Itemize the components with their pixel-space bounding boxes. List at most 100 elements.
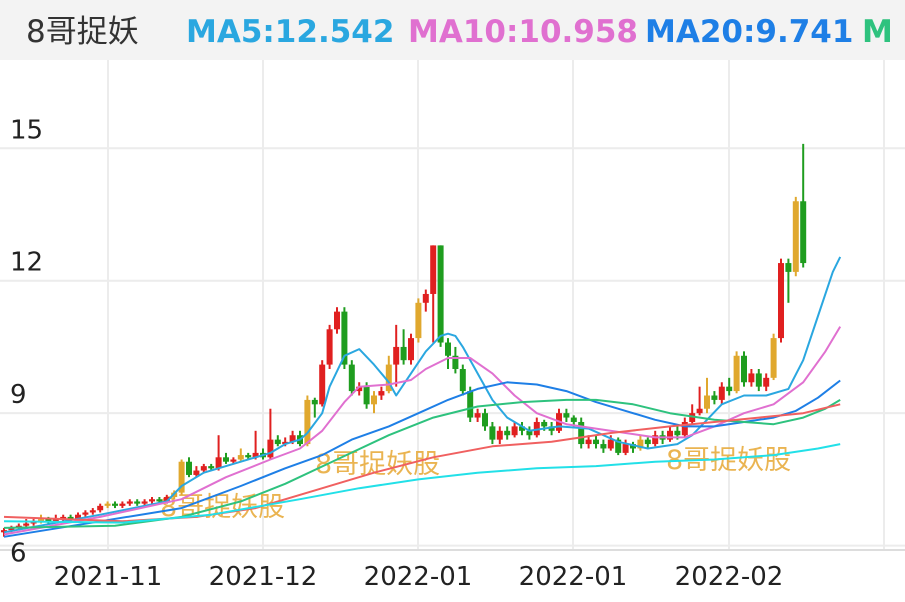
candle-body (156, 499, 163, 502)
candle-body (511, 426, 518, 436)
candle-body (445, 342, 451, 356)
grid-lines (0, 60, 905, 551)
x-tick-label: 2022-02 (675, 562, 784, 592)
y-tick-label: 15 (10, 115, 43, 145)
candle-body (52, 519, 59, 522)
candle-body (82, 512, 89, 515)
candle-body (141, 501, 148, 504)
candle-body (119, 503, 126, 506)
ma-lines (3, 256, 842, 538)
candle-body (748, 373, 755, 383)
candle-body (630, 444, 636, 449)
candle-body (311, 399, 318, 405)
candle-body (193, 470, 200, 475)
candle-body (415, 302, 422, 339)
candle-body (75, 514, 81, 520)
x-axis-labels: 2021-11 2021-12 2022-01 2022-01 2022-02 (54, 562, 784, 592)
candle-body (711, 395, 718, 400)
candle-body (393, 346, 400, 365)
ma-line-ma5 (3, 256, 842, 534)
candle-body (474, 413, 481, 418)
candle-body (200, 466, 207, 471)
candle-body (430, 245, 437, 294)
candle-body (215, 457, 222, 469)
candle-body (452, 355, 459, 370)
candle-body (570, 417, 577, 422)
candle-body (45, 519, 52, 522)
candle-body (496, 430, 503, 440)
candle-body (652, 435, 659, 445)
candle-body (408, 338, 414, 361)
candle-body (644, 439, 651, 445)
candle-body (667, 430, 673, 440)
candle-body (163, 497, 170, 502)
candle-body (541, 421, 548, 427)
ma-more-label: M (862, 14, 893, 50)
candle-body (755, 373, 762, 387)
candle-body (319, 364, 326, 405)
candle-body (763, 377, 770, 387)
candle-body (615, 439, 622, 453)
candle-body (489, 426, 496, 440)
candle-body (519, 426, 525, 431)
candle-body (778, 263, 784, 339)
ma-line-ma20 (3, 379, 841, 538)
x-tick-label: 2022-01 (519, 562, 628, 592)
candle-body (97, 505, 104, 511)
x-tick-label: 2021-11 (54, 562, 163, 592)
x-tick-label: 2021-12 (209, 562, 318, 592)
candle-body (704, 395, 710, 409)
ma10-label: MA10:10.958 (408, 14, 639, 50)
candle-body (785, 263, 792, 272)
candle-body (378, 391, 385, 396)
candle-body (533, 421, 540, 436)
candle-body (348, 364, 355, 392)
candle-body (356, 386, 363, 392)
watermark-text: 8哥捉妖股 (315, 449, 440, 480)
candle-body (733, 355, 740, 392)
candle-body (60, 516, 67, 520)
y-tick-label: 12 (10, 248, 43, 278)
candle-body (622, 444, 629, 453)
candle-body (134, 501, 141, 504)
candle-body (548, 426, 555, 431)
candle-body (600, 444, 607, 449)
candle-body (334, 311, 340, 330)
candle-body (267, 439, 274, 458)
chart-title: 8哥捉妖 (26, 14, 139, 50)
candle-body (674, 430, 681, 436)
ma20-label: MA20:9.741 (645, 14, 854, 50)
x-tick-label: 2022-01 (364, 562, 473, 592)
candle-body (149, 499, 155, 502)
ma5-label: MA5:12.542 (186, 14, 395, 50)
candle-body (245, 455, 252, 458)
candle-body (607, 439, 614, 449)
candle-body (67, 516, 74, 520)
candle-body (437, 245, 444, 343)
candle-body (689, 413, 696, 422)
y-axis-labels: 6 9 12 15 (10, 115, 43, 568)
candle-body (1, 530, 7, 533)
indicator-header: 8哥捉妖 MA5:12.542 MA10:10.958 MA20:9.741 M (0, 0, 905, 60)
candle-body (792, 201, 799, 272)
candle-body (400, 346, 407, 361)
candle-body (800, 201, 807, 264)
candle-body (186, 461, 192, 475)
candle-body (274, 439, 281, 445)
candle-body (681, 421, 688, 436)
candle-body (326, 329, 333, 365)
candle-body (23, 523, 30, 526)
candle-body (563, 413, 570, 418)
candle-body (593, 439, 599, 445)
candle-body (252, 452, 259, 458)
candle-body (126, 501, 133, 504)
ma-line-ma120 (3, 443, 841, 524)
candle-body (696, 408, 703, 414)
candle-body (770, 338, 777, 378)
y-tick-label: 6 (10, 539, 27, 569)
candle-body (585, 439, 592, 445)
ma-line-ma30 (3, 398, 841, 529)
candle-body (289, 435, 296, 442)
candle-body (223, 457, 229, 462)
